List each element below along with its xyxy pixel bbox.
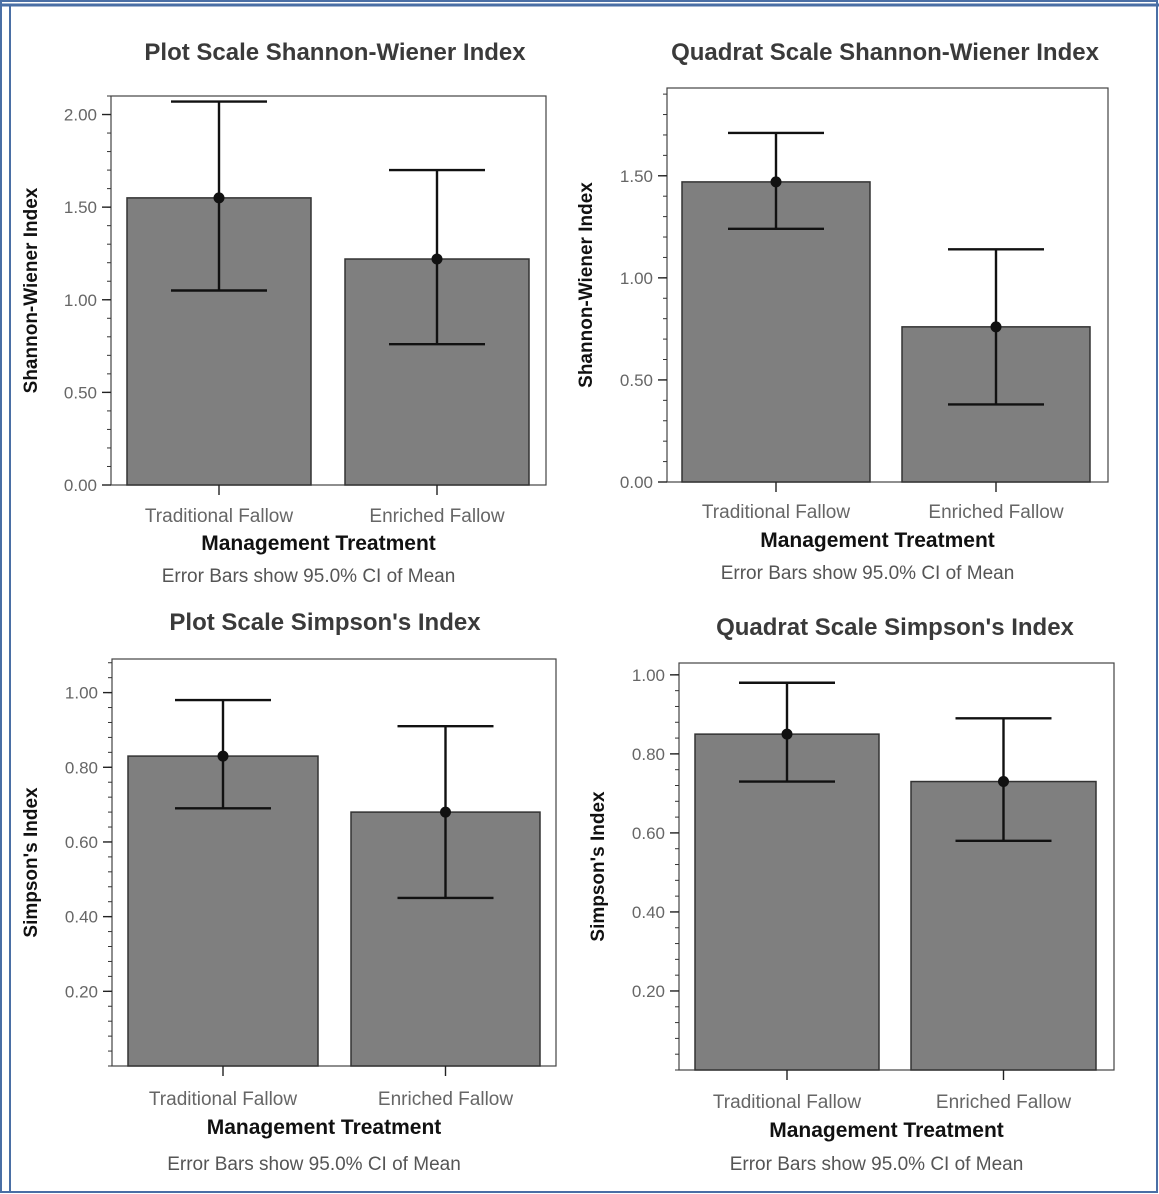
y-tick-label: 1.50 — [64, 198, 97, 217]
y-tick-label: 1.00 — [64, 291, 97, 310]
y-tick-label: 0.80 — [632, 745, 665, 764]
x-category-label: Traditional Fallow — [702, 502, 850, 523]
y-tick-label: 1.50 — [620, 167, 653, 186]
error-bar-note: Error Bars show 95.0% CI of Mean — [162, 566, 456, 587]
x-axis-title: Management Treatment — [760, 529, 995, 552]
y-tick-label: 1.00 — [65, 684, 98, 703]
chart-panel-3: Plot Scale Simpson's Index 0.20 0.40 0.60 0.… — [21, 609, 557, 1175]
mean-point — [213, 192, 225, 204]
x-category-label: Enriched Fallow — [936, 1092, 1071, 1113]
chart-panel-4: Quadrat Scale Simpson's Index 0.20 0.40 0.6… — [588, 614, 1115, 1175]
y-tick-label: 0.20 — [632, 982, 665, 1001]
y-tick-label: 0.40 — [65, 908, 98, 927]
y-tick-label: 1.00 — [620, 269, 653, 288]
chart-title: Plot Scale Simpson's Index — [169, 609, 481, 636]
y-tick-label: 0.60 — [632, 824, 665, 843]
x-category-label: Traditional Fallow — [149, 1089, 297, 1110]
y-tick-label: 0.50 — [64, 383, 97, 402]
y-tick-label: 0.00 — [620, 473, 653, 492]
x-category-label: Enriched Fallow — [369, 506, 504, 527]
x-category-label: Enriched Fallow — [378, 1089, 513, 1110]
x-category-label: Traditional Fallow — [145, 506, 293, 527]
y-axis-title: Shannon-Wiener Index — [576, 182, 597, 388]
mean-point — [998, 776, 1009, 788]
mean-point — [770, 176, 782, 188]
chart-title: Quadrat Scale Shannon-Wiener Index — [671, 39, 1100, 66]
mean-point — [431, 253, 443, 265]
y-tick-label: 0.20 — [65, 982, 98, 1001]
chart-panel-2: Quadrat Scale Shannon-Wiener Index 0.00 0.… — [576, 39, 1109, 584]
mean-point — [781, 728, 793, 740]
y-tick-label: 1.00 — [632, 666, 665, 685]
x-category-label: Traditional Fallow — [713, 1092, 861, 1113]
y-axis-title: Simpson's Index — [588, 791, 609, 942]
y-axis-title: Simpson's Index — [21, 787, 42, 938]
y-tick-label: 2.00 — [64, 106, 97, 125]
error-bar-note: Error Bars show 95.0% CI of Mean — [730, 1154, 1024, 1175]
y-tick-label: 0.60 — [65, 833, 98, 852]
mean-point — [440, 806, 451, 818]
y-tick-label: 0.50 — [620, 371, 653, 390]
bar — [694, 733, 880, 1071]
y-tick-label: 0.00 — [64, 476, 97, 495]
y-tick-label: 0.40 — [632, 903, 665, 922]
chart-panel-1: Plot Scale Shannon-Wiener Index 0.00 0.50 1… — [21, 39, 547, 587]
x-axis-title: Management Treatment — [201, 532, 436, 555]
error-bar-note: Error Bars show 95.0% CI of Mean — [167, 1154, 461, 1175]
mean-point — [217, 750, 229, 762]
x-axis-title: Management Treatment — [207, 1116, 442, 1139]
chart-title: Quadrat Scale Simpson's Index — [716, 614, 1074, 641]
x-axis-title: Management Treatment — [769, 1119, 1004, 1142]
x-category-label: Enriched Fallow — [928, 502, 1063, 523]
error-bar-note: Error Bars show 95.0% CI of Mean — [721, 563, 1015, 584]
mean-point — [990, 321, 1002, 333]
chart-title: Plot Scale Shannon-Wiener Index — [144, 39, 526, 66]
y-axis-title: Shannon-Wiener Index — [21, 187, 42, 393]
y-tick-label: 0.80 — [65, 758, 98, 777]
